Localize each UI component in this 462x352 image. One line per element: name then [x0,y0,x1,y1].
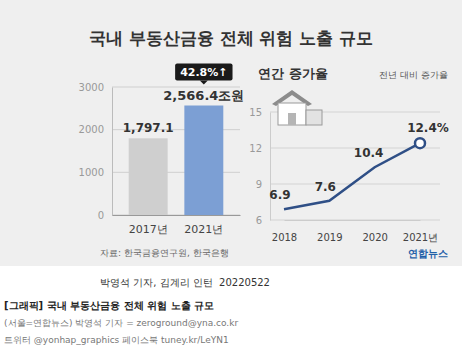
data-label: 7.6 [315,180,336,194]
panel-subtitle: 전년 대비 증가율 [379,70,448,80]
x-axis: 2018 2019 2020 2021년 [272,220,438,243]
credit: 박영석 기자, 김계리 인턴 20220522 [100,277,270,288]
data-label: 10.4 [354,146,384,160]
bar [129,138,168,215]
background-panel [0,0,462,266]
y-tick: 3000 [79,82,112,93]
line-marks [284,138,425,209]
y-tick: 0 [98,210,112,221]
x-tick: 2021년 [403,220,438,243]
y-tick: 15 [249,107,270,118]
grid-line [270,184,440,185]
y-tick-label: 3000 [79,82,104,93]
x-tick-label: 2017년 [129,223,168,236]
y-tick-label: 9 [256,179,262,190]
panel-title: 연간 증가율 [258,66,328,81]
y-axis: 0 1000 2000 3000 [79,82,113,221]
y-tick-label: 2000 [79,124,104,135]
x-tick: 2018 [272,220,297,243]
y-tick: 6 [256,215,270,226]
y-axis: 6 9 12 15 [249,107,270,226]
x-tick: 2020 [362,220,387,243]
house-wall [278,103,306,125]
caption-line: (서울=연합뉴스) 박영석 기자 = zeroground@yna.co.kr [4,318,238,328]
line-chart: 연간 증가율 전년 대비 증가율 6 9 12 15 2018 2019 2020 2021년 6.… [249,66,449,243]
annotation-text: 42.8%↑ [180,66,227,79]
y-tick-label: 0 [98,210,104,221]
y-tick-label: 6 [256,215,262,226]
y-tick: 2000 [79,124,112,135]
x-axis-line [113,215,241,216]
background-lower [0,266,462,352]
house-side [306,110,322,125]
x-axis: 2017년 2021년 [113,215,241,236]
y-axis-line [270,113,271,221]
y-tick: 12 [249,143,270,154]
y-tick: 1000 [79,167,112,178]
canvas: 국내 부동산금융 전체 위험 노출 규모01000200030002017년20… [0,0,462,352]
y-tick-label: 12 [249,143,262,154]
y-tick-label: 1000 [79,167,104,178]
data-line [284,143,420,209]
grid-line [270,220,440,221]
bar [184,106,223,215]
caption-line: 트위터 @yonhap_graphics 페이스북 tuney.kr/LeYN1 [4,335,229,345]
house-door [288,113,296,125]
x-tick: 2017년 [129,215,168,236]
logo: 연합뉴스 [408,248,448,259]
annotation: 42.8%↑ [175,64,232,85]
y-axis-line [112,88,113,216]
x-tick-label: 2021년 [184,223,223,236]
x-tick-label: 2020 [362,232,387,243]
house-icon [272,90,322,125]
data-label: 2,566.4조원 [163,88,244,103]
source: 자료: 한국금융연구원, 한국은행 [100,248,229,258]
annotation-pointer [200,81,208,85]
title: 국내 부동산금융 전체 위험 노출 규모 [89,28,374,48]
data-label: 12.4% [407,121,449,135]
x-axis-line [285,220,421,221]
x-tick-label: 2018 [272,232,297,243]
x-tick-label: 2019 [317,232,342,243]
y-tick-label: 15 [249,107,262,118]
data-label: 6.9 [269,188,290,202]
x-tick: 2021년 [184,215,223,236]
data-label: 1,797.1 [123,121,174,135]
bar-chart: 0 1000 2000 3000 2017년 2021년 1,797.1 2,566.4조원 4… [79,64,245,236]
x-tick: 2019 [317,220,342,243]
caption-line: [그래픽] 국내 부동산금융 전체 위험 노출 규모 [4,300,214,311]
annotation-box [175,64,232,81]
y-tick: 9 [256,179,270,190]
data-marker [415,138,425,148]
x-tick-label: 2021년 [403,232,438,243]
